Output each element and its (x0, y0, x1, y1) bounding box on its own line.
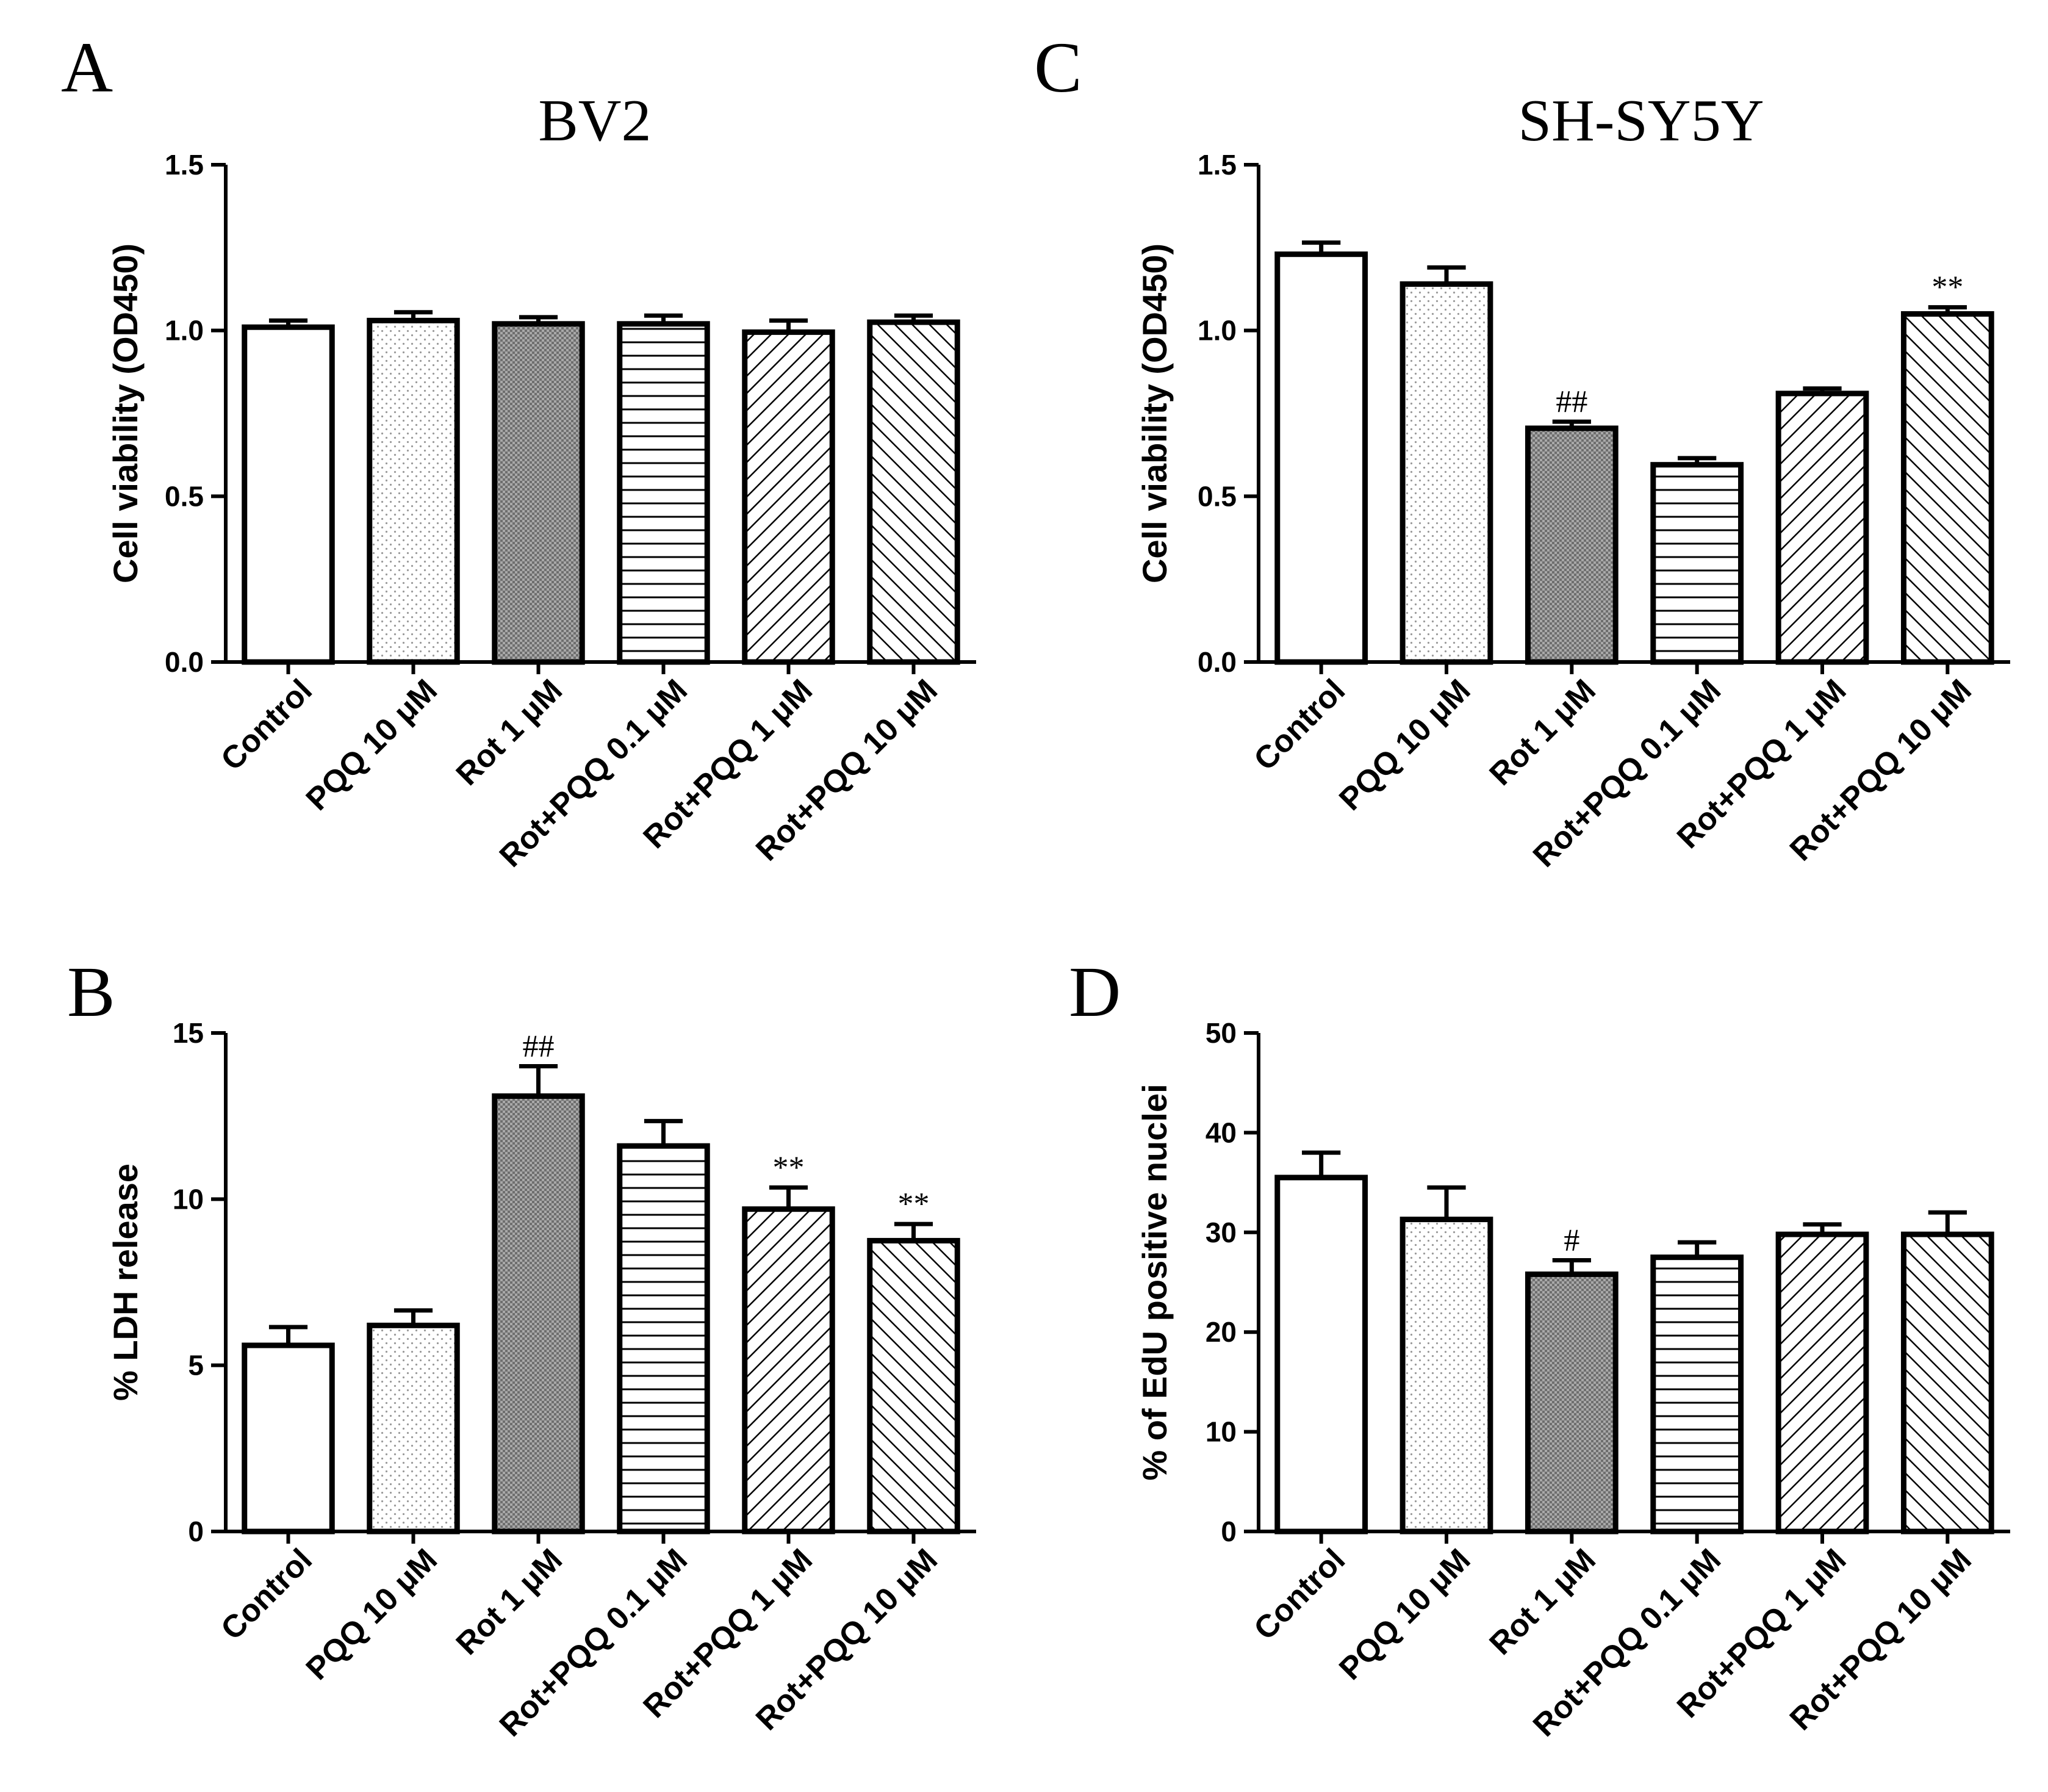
y-tick-label: 1.0 (165, 315, 204, 347)
y-tick-label: 0 (188, 1516, 204, 1547)
bar-3 (1525, 1271, 1619, 1535)
bar-5 (1775, 1231, 1869, 1535)
y-tick-label: 50 (1205, 1017, 1237, 1049)
bar-5 (1775, 390, 1869, 665)
bar-4 (1650, 462, 1744, 665)
x-tick-label: Rot 1 μM (450, 1542, 569, 1661)
y-tick-label: 1.0 (1198, 315, 1237, 347)
bar-1 (1274, 1175, 1368, 1535)
y-tick-label: 0.0 (165, 646, 204, 678)
y-tick-label: 5 (188, 1350, 204, 1381)
chart-panel-c: SH-SY5Y Cell viability (OD450) ControlPQQ … (1135, 88, 2010, 874)
bar-6 (867, 319, 960, 665)
y-axis-label-d: % of EdU positive nuclei (1135, 1084, 1174, 1480)
significance-label: ## (1556, 384, 1587, 419)
y-axis-label-a: Cell viability (OD450) (106, 243, 145, 583)
y-tick-label: 40 (1205, 1117, 1237, 1148)
x-tick-label: PQQ 10 μM (300, 672, 444, 817)
chart-title-a: BV2 (538, 88, 651, 154)
bar-4 (617, 1143, 710, 1535)
x-tick-label: Control (1247, 672, 1352, 777)
y-tick-label: 1.5 (165, 149, 204, 181)
panel-letter-b: B (67, 952, 115, 1032)
x-tick-label: Control (214, 1542, 319, 1647)
y-tick-label: 0 (1221, 1516, 1237, 1547)
panel-letter-c: C (1034, 27, 1082, 107)
bar-2 (1399, 281, 1493, 665)
bar-1 (242, 324, 335, 665)
y-tick-label: 0.0 (1198, 646, 1237, 678)
y-axis-label-b: % LDH release (106, 1164, 145, 1401)
bar-2 (1399, 1217, 1493, 1535)
x-tick-label: Control (214, 672, 319, 777)
bar-3 (492, 1093, 585, 1535)
y-tick-label: 1.5 (1198, 149, 1237, 181)
x-tick-label: PQQ 10 μM (1332, 672, 1477, 817)
y-tick-label: 20 (1205, 1316, 1237, 1348)
x-tick-label: PQQ 10 μM (1332, 1542, 1477, 1686)
bar-3 (492, 321, 585, 665)
x-tick-label: Rot 1 μM (450, 672, 569, 792)
significance-label: # (1564, 1223, 1579, 1258)
bar-5 (742, 1206, 835, 1535)
bar-1 (242, 1342, 335, 1535)
y-tick-label: 15 (173, 1017, 204, 1049)
bar-2 (367, 1322, 460, 1535)
bar-4 (617, 321, 710, 665)
x-tick-label: Rot 1 μM (1483, 1542, 1603, 1661)
y-tick-label: 30 (1205, 1217, 1237, 1248)
panel-letter-a: A (61, 27, 113, 107)
panel-letter-d: D (1069, 952, 1121, 1032)
y-tick-label: 0.5 (1198, 480, 1237, 512)
bar-1 (1274, 251, 1368, 665)
bar-6 (867, 1237, 960, 1535)
x-tick-label: Rot 1 μM (1483, 672, 1603, 792)
chart-title-c: SH-SY5Y (1518, 88, 1764, 154)
y-axis-label-c: Cell viability (OD450) (1135, 243, 1174, 583)
y-tick-label: 0.5 (165, 480, 204, 512)
bar-6 (1900, 1231, 1994, 1535)
x-tick-label: PQQ 10 μM (300, 1542, 444, 1686)
bar-4 (1650, 1254, 1744, 1535)
significance-label: ** (773, 1150, 805, 1185)
significance-label: ** (898, 1187, 930, 1222)
bar-5 (742, 329, 835, 665)
significance-label: ** (1931, 270, 1963, 305)
y-tick-label: 10 (1205, 1416, 1237, 1448)
y-tick-label: 10 (173, 1183, 204, 1215)
bar-2 (367, 317, 460, 665)
x-tick-label: Control (1247, 1542, 1352, 1647)
significance-label: ## (523, 1029, 555, 1063)
bar-6 (1900, 311, 1994, 665)
bar-3 (1525, 425, 1619, 665)
